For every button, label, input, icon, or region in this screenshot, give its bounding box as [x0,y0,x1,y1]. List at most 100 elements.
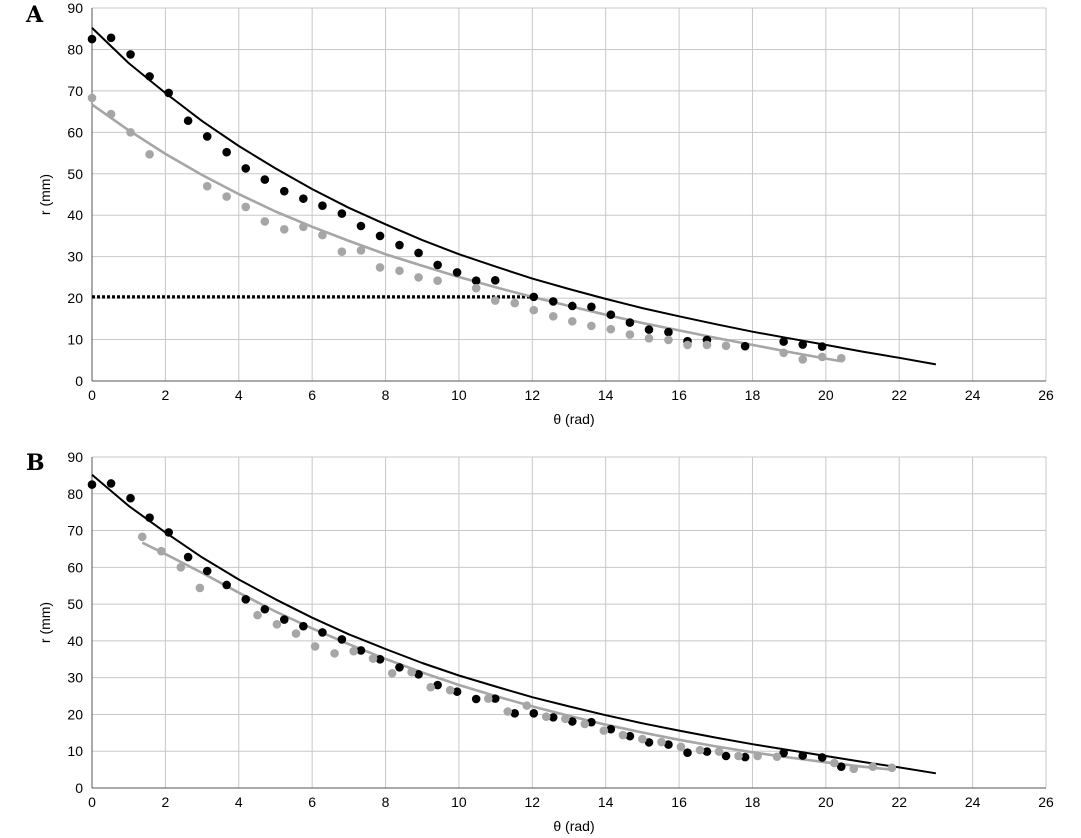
data-point [829,758,839,768]
x-tick-label: 22 [891,387,907,403]
data-point [106,109,116,119]
y-tick-label: 30 [67,249,83,265]
data-point [779,348,788,358]
x-tick-label: 18 [745,387,761,403]
fit-curve [91,27,937,366]
data-point [87,480,97,489]
data-point [587,321,596,331]
data-point [657,737,666,747]
data-point [222,192,231,201]
data-point [126,50,135,59]
data-point [638,734,647,744]
x-tick-label: 4 [235,794,243,810]
x-tick-label: 14 [598,387,614,403]
y-tick-label: 20 [67,706,83,722]
x-tick-label: 18 [745,794,761,810]
x-axis-label: θ (rad) [553,411,594,427]
x-tick-label: 12 [525,387,541,403]
data-point [299,621,308,631]
data-point [714,747,724,756]
data-point [279,225,289,234]
x-tick-label: 10 [451,794,467,810]
data-point [253,610,262,620]
data-point [683,748,692,757]
data-point [599,726,609,735]
y-tick-label: 60 [67,559,83,575]
data-point [318,628,327,637]
data-point [606,724,616,734]
data-point [260,604,270,614]
panel-label: B [26,450,45,476]
data-point [375,654,385,664]
data-point [106,33,116,43]
data-point [721,751,731,761]
data-point [529,709,539,718]
data-point [568,317,577,326]
data-point [241,164,251,173]
data-point [337,635,347,644]
x-tick-label: 16 [671,794,687,810]
data-point [222,580,231,590]
data-point [356,646,366,655]
data-series-points [87,93,846,364]
data-point [490,296,500,305]
data-point [407,667,416,677]
data-point [740,341,750,351]
data-point [606,310,616,319]
data-point [702,747,712,756]
x-tick-label: 24 [965,794,981,810]
data-point [330,649,339,658]
data-point [145,72,154,81]
data-point [279,615,289,624]
y-tick-label: 70 [67,523,83,539]
data-point [664,740,673,749]
data-point [868,762,878,771]
data-point [522,701,532,710]
data-point [395,266,404,276]
y-tick-label: 50 [67,166,83,182]
data-point [798,340,808,349]
data-point [137,532,147,542]
x-tick-label: 8 [382,387,390,403]
x-tick-label: 0 [88,387,96,403]
data-point [490,275,500,285]
data-point [452,268,462,277]
x-tick-label: 26 [1038,387,1054,403]
data-point [644,738,654,747]
data-point [387,668,397,678]
data-point [337,209,347,218]
data-point [836,353,846,363]
data-point [202,566,212,576]
data-point [798,751,808,760]
data-point [87,93,97,103]
data-point [779,748,788,758]
data-point [644,334,654,343]
data-point [817,342,827,351]
data-point [625,731,635,741]
x-tick-label: 0 [88,794,96,810]
data-point [625,330,635,339]
data-point [548,713,558,722]
data-series-points [87,479,846,771]
y-tick-label: 30 [67,670,83,686]
data-point [433,276,442,286]
x-tick-label: 20 [818,387,834,403]
data-point [664,335,673,345]
data-point [183,116,193,126]
data-point [272,620,282,629]
data-point [426,682,435,692]
y-tick-label: 60 [67,124,83,140]
x-axis-label: θ (rad) [553,818,594,834]
chart-panel-a: 0 2 4 6 8 10 12 14 16 18 20 22 24 2601020304050607080… [25,0,1054,427]
data-point [561,714,570,724]
data-point [772,752,782,762]
data-point [625,318,635,327]
data-point [471,276,481,286]
y-tick-label: 10 [67,743,83,759]
data-point [433,260,442,270]
data-point [145,513,154,522]
data-point [395,663,404,672]
data-point [503,707,513,716]
x-tick-label: 22 [891,794,907,810]
y-tick-label: 90 [67,449,83,465]
